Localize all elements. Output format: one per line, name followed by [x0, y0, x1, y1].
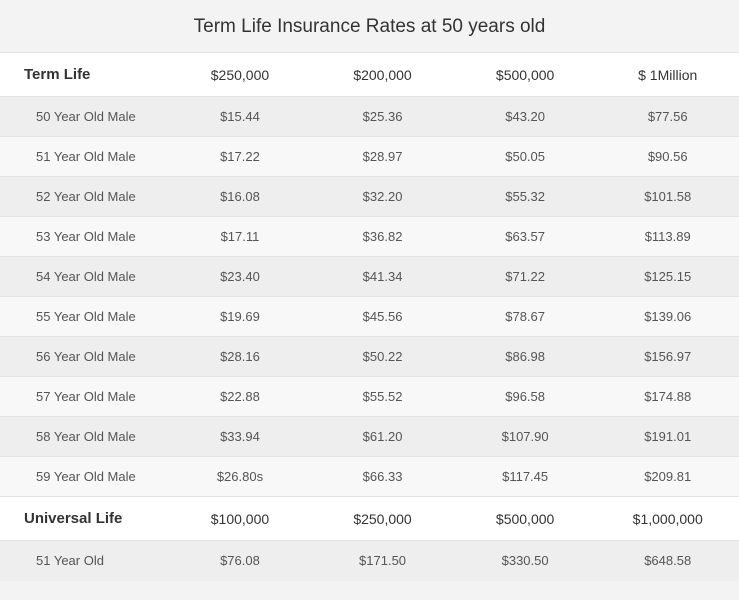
cell: $78.67	[454, 297, 597, 337]
cell: $25.36	[311, 97, 454, 137]
cell: $171.50	[311, 541, 454, 581]
table-row: 51 Year Old Male$17.22$28.97$50.05$90.56	[0, 137, 739, 177]
table-row: 59 Year Old Male$26.80s$66.33$117.45$209…	[0, 457, 739, 497]
row-label: 51 Year Old Male	[0, 137, 169, 177]
cell: $90.56	[596, 137, 739, 177]
cell: $117.45	[454, 457, 597, 497]
universal-col-0: $100,000	[169, 497, 312, 541]
row-label: 56 Year Old Male	[0, 337, 169, 377]
table-row: 58 Year Old Male$33.94$61.20$107.90$191.…	[0, 417, 739, 457]
row-label: 54 Year Old Male	[0, 257, 169, 297]
cell: $36.82	[311, 217, 454, 257]
cell: $66.33	[311, 457, 454, 497]
cell: $28.16	[169, 337, 312, 377]
term-header-row: Term Life$250,000$200,000$500,000$ 1Mill…	[0, 53, 739, 97]
cell: $16.08	[169, 177, 312, 217]
cell: $28.97	[311, 137, 454, 177]
cell: $86.98	[454, 337, 597, 377]
row-label: 52 Year Old Male	[0, 177, 169, 217]
table-row: 56 Year Old Male$28.16$50.22$86.98$156.9…	[0, 337, 739, 377]
cell: $26.80s	[169, 457, 312, 497]
cell: $15.44	[169, 97, 312, 137]
row-label: 50 Year Old Male	[0, 97, 169, 137]
cell: $125.15	[596, 257, 739, 297]
cell: $107.90	[454, 417, 597, 457]
universal-col-2: $500,000	[454, 497, 597, 541]
term-col-1: $200,000	[311, 53, 454, 97]
cell: $76.08	[169, 541, 312, 581]
cell: $648.58	[596, 541, 739, 581]
table-row: 57 Year Old Male$22.88$55.52$96.58$174.8…	[0, 377, 739, 417]
cell: $63.57	[454, 217, 597, 257]
cell: $50.05	[454, 137, 597, 177]
cell: $139.06	[596, 297, 739, 337]
cell: $33.94	[169, 417, 312, 457]
table-row: 52 Year Old Male$16.08$32.20$55.32$101.5…	[0, 177, 739, 217]
cell: $32.20	[311, 177, 454, 217]
universal-col-1: $250,000	[311, 497, 454, 541]
cell: $209.81	[596, 457, 739, 497]
row-label: 57 Year Old Male	[0, 377, 169, 417]
cell: $23.40	[169, 257, 312, 297]
rates-table: Term Life$250,000$200,000$500,000$ 1Mill…	[0, 52, 739, 581]
table-row: 51 Year Old$76.08$171.50$330.50$648.58	[0, 541, 739, 581]
row-label: 58 Year Old Male	[0, 417, 169, 457]
term-label: Term Life	[0, 53, 169, 97]
cell: $22.88	[169, 377, 312, 417]
rates-container: Term Life Insurance Rates at 50 years ol…	[0, 0, 739, 581]
cell: $71.22	[454, 257, 597, 297]
term-col-0: $250,000	[169, 53, 312, 97]
cell: $174.88	[596, 377, 739, 417]
cell: $61.20	[311, 417, 454, 457]
cell: $41.34	[311, 257, 454, 297]
cell: $156.97	[596, 337, 739, 377]
cell: $330.50	[454, 541, 597, 581]
table-row: 50 Year Old Male$15.44$25.36$43.20$77.56	[0, 97, 739, 137]
term-col-2: $500,000	[454, 53, 597, 97]
cell: $45.56	[311, 297, 454, 337]
table-row: 54 Year Old Male$23.40$41.34$71.22$125.1…	[0, 257, 739, 297]
cell: $17.22	[169, 137, 312, 177]
cell: $19.69	[169, 297, 312, 337]
cell: $17.11	[169, 217, 312, 257]
cell: $77.56	[596, 97, 739, 137]
cell: $55.52	[311, 377, 454, 417]
cell: $101.58	[596, 177, 739, 217]
universal-col-3: $1,000,000	[596, 497, 739, 541]
cell: $55.32	[454, 177, 597, 217]
table-row: 55 Year Old Male$19.69$45.56$78.67$139.0…	[0, 297, 739, 337]
cell: $113.89	[596, 217, 739, 257]
table-row: 53 Year Old Male$17.11$36.82$63.57$113.8…	[0, 217, 739, 257]
page-title: Term Life Insurance Rates at 50 years ol…	[0, 0, 739, 52]
cell: $43.20	[454, 97, 597, 137]
row-label: 53 Year Old Male	[0, 217, 169, 257]
row-label: 59 Year Old Male	[0, 457, 169, 497]
cell: $191.01	[596, 417, 739, 457]
cell: $50.22	[311, 337, 454, 377]
row-label: 55 Year Old Male	[0, 297, 169, 337]
universal-label: Universal Life	[0, 497, 169, 541]
universal-header-row: Universal Life$100,000$250,000$500,000$1…	[0, 497, 739, 541]
term-col-3: $ 1Million	[596, 53, 739, 97]
row-label: 51 Year Old	[0, 541, 169, 581]
cell: $96.58	[454, 377, 597, 417]
